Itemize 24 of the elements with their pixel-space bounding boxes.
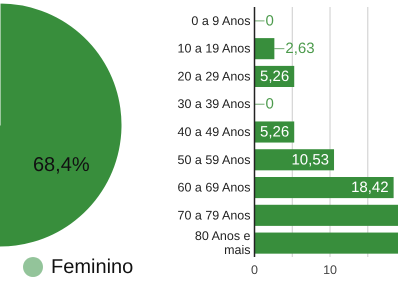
y-tick-label: 70 a 79 Anos — [178, 208, 250, 222]
y-tick-label: 40 a 49 Anos — [178, 125, 250, 139]
bar — [254, 204, 398, 226]
y-tick-label: 0 a 9 Anos — [191, 14, 250, 28]
y-tick-label: 80 Anos e mais — [194, 229, 251, 258]
y-tick-label: 20 a 29 Anos — [178, 69, 250, 84]
y-tick-label: 60 a 69 Anos — [178, 180, 250, 195]
bar — [254, 149, 334, 170]
data-label: 0 — [266, 12, 274, 30]
y-tick-label: 30 a 39 Anos — [178, 97, 250, 112]
bar — [254, 232, 398, 254]
data-label: 5,26 — [260, 124, 290, 140]
x-tick-label: 10 — [323, 263, 338, 277]
legend-label: Feminino — [51, 256, 134, 278]
bar — [254, 177, 394, 198]
data-label: 5,26 — [260, 68, 290, 85]
data-label: 0 — [266, 96, 274, 113]
y-tick-label: 10 a 19 Anos — [178, 42, 250, 56]
data-label: 2,63 — [285, 40, 315, 58]
data-label: 10,53 — [291, 151, 330, 168]
bar — [254, 38, 274, 60]
data-label: 18,42 — [351, 179, 389, 196]
data-label: 68,4% — [32, 154, 90, 176]
y-tick-label: 50 a 59 Anos — [178, 152, 250, 167]
